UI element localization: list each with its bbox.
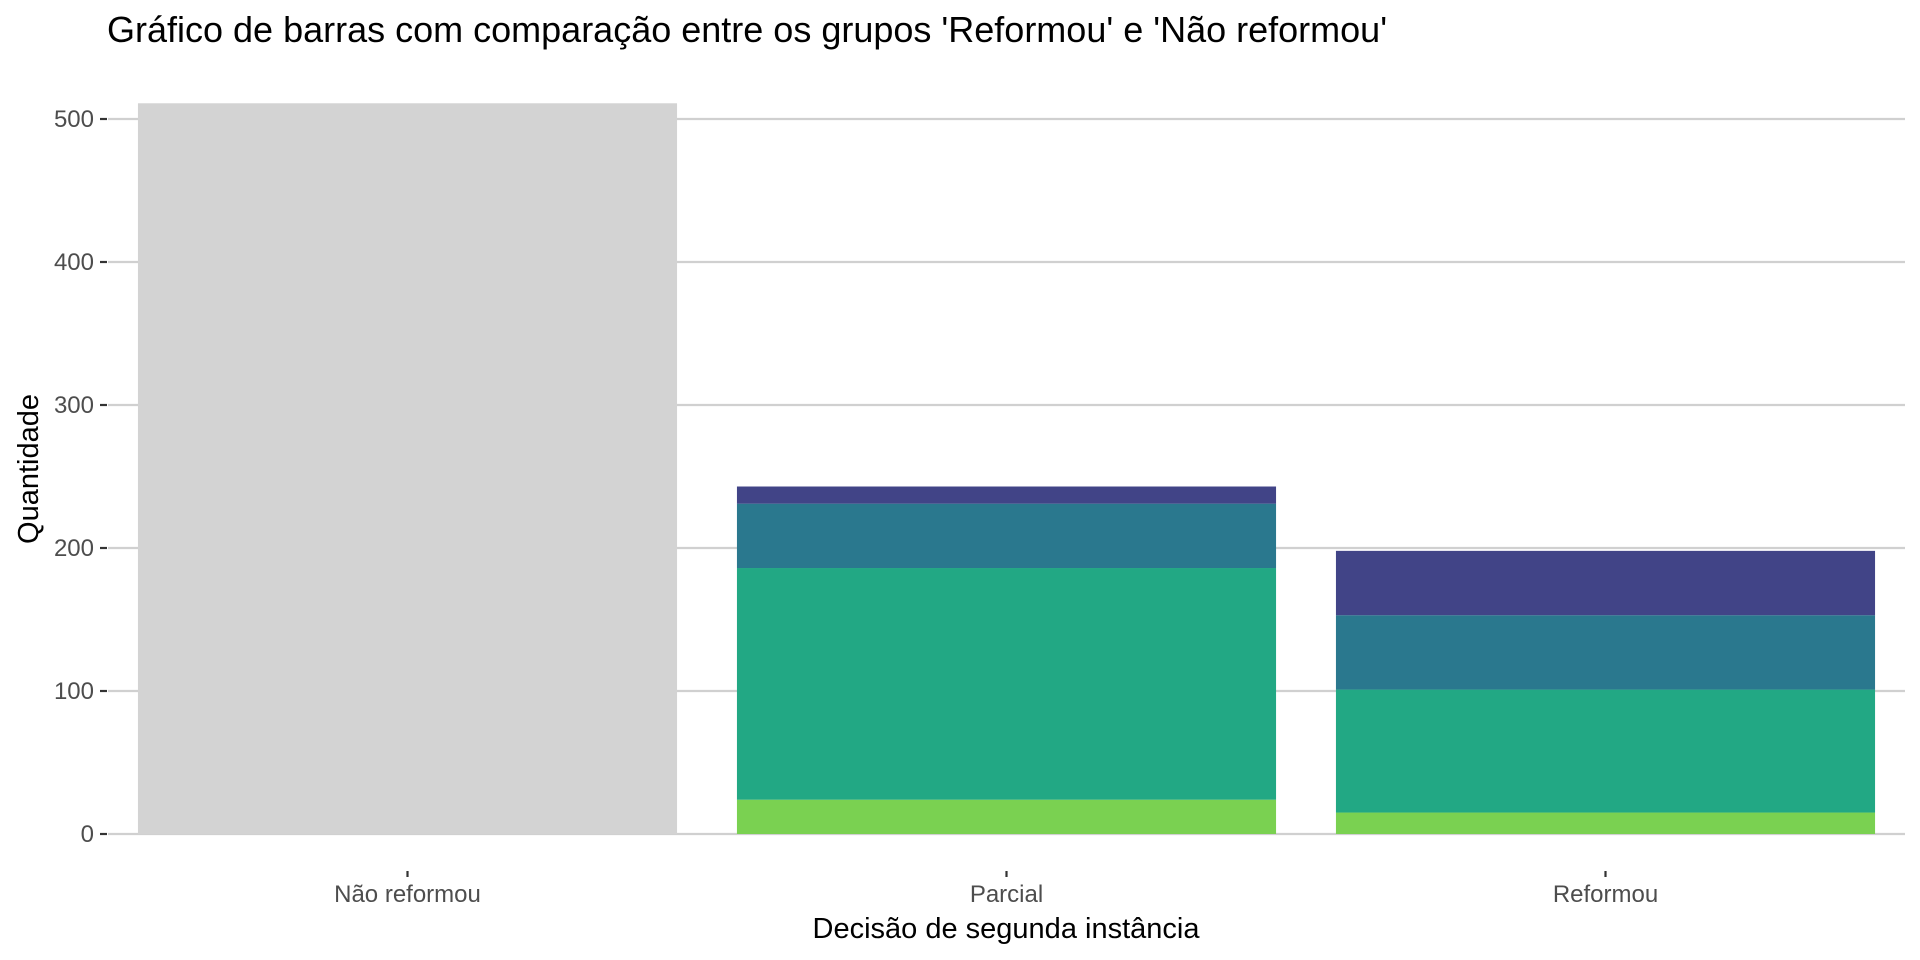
x-axis-title: Decisão de segunda instância — [813, 913, 1201, 945]
y-tick-label: 200 — [54, 535, 94, 562]
x-axis: Não reformou Parcial Reformou — [334, 871, 1658, 908]
bar-segment — [1335, 812, 1876, 834]
bar-segment — [736, 503, 1277, 569]
bar-segment — [736, 799, 1277, 834]
x-tick-label: Reformou — [1553, 881, 1658, 908]
bar-segment — [1335, 550, 1876, 616]
y-tick-label: 100 — [54, 678, 94, 705]
bar-segment — [736, 568, 1277, 800]
y-axis: 0 100 200 300 400 500 — [54, 106, 107, 848]
y-tick-label: 0 — [81, 821, 94, 848]
bar-segment — [1335, 689, 1876, 813]
y-tick-label: 500 — [54, 106, 94, 133]
bar-segment — [736, 486, 1277, 504]
x-tick-label: Parcial — [970, 881, 1043, 908]
bar-segment — [137, 103, 678, 834]
y-axis-title: Quantidade — [13, 394, 45, 544]
chart-title: Gráfico de barras com comparação entre o… — [107, 9, 1387, 50]
bars — [137, 103, 1876, 834]
bar-segment — [1335, 615, 1876, 690]
x-tick-label: Não reformou — [334, 881, 481, 908]
y-tick-label: 300 — [54, 392, 94, 419]
y-tick-label: 400 — [54, 249, 94, 276]
